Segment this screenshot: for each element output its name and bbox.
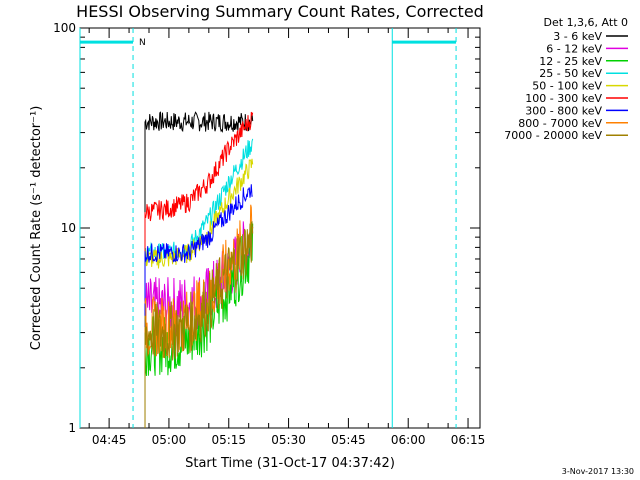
y-axis-ticks: 1 10 100 (53, 21, 480, 435)
night-marker-label: N (139, 38, 146, 48)
x-tick-label: 06:15 (451, 433, 486, 447)
x-tick-label: 05:45 (331, 433, 366, 447)
series-line-5 (144, 111, 254, 222)
x-tick-label: 04:45 (92, 433, 127, 447)
y-tick-label: 1 (68, 421, 76, 435)
x-tick-label: 05:00 (152, 433, 187, 447)
legend-label-8: 7000 - 20000 keV (504, 129, 602, 142)
x-axis-label: Start Time (31-Oct-17 04:37:42) (185, 456, 395, 471)
footer-date: 3-Nov-2017 13:30 (562, 467, 634, 476)
x-tick-label: 06:00 (391, 433, 426, 447)
series-line-4 (144, 158, 254, 269)
x-axis-ticks: 04:45 05:00 05:15 05:30 05:45 06:00 06:15 (88, 28, 486, 447)
y-tick-label: 10 (61, 221, 76, 235)
legend-label-4: 50 - 100 keV (532, 80, 602, 93)
y-axis-label: Corrected Count Rate (s⁻¹ detector⁻¹) (29, 106, 44, 351)
legend-label-5: 100 - 300 keV (525, 92, 602, 105)
legend-label-6: 300 - 800 keV (525, 104, 602, 117)
y-tick-label: 100 (53, 21, 76, 35)
time-markers: N (79, 28, 457, 428)
series-line-0 (144, 111, 254, 133)
legend-label-0: 3 - 6 keV (553, 30, 602, 43)
chart-title: HESSI Observing Summary Count Rates, Cor… (76, 2, 484, 21)
legend-label-1: 6 - 12 keV (546, 42, 602, 55)
data-series (144, 111, 254, 428)
series-line-6 (144, 184, 253, 263)
x-tick-label: 05:30 (271, 433, 306, 447)
legend-label-7: 800 - 7000 keV (518, 117, 602, 130)
series-line-1 (144, 221, 254, 337)
series-line-8 (144, 221, 254, 361)
legend-title: Det 1,3,6, Att 0 (544, 16, 628, 29)
legend-label-2: 12 - 25 keV (539, 55, 602, 68)
legend-label-3: 25 - 50 keV (539, 67, 602, 80)
x-tick-label: 05:15 (211, 433, 246, 447)
